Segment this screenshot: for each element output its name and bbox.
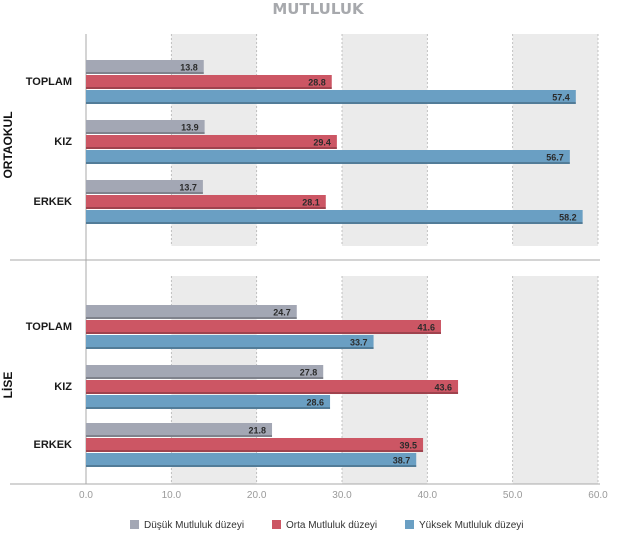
bar-value-label: 21.8 xyxy=(248,426,266,436)
x-tick-label: 50.0 xyxy=(503,490,523,501)
bar-value-label: 13.8 xyxy=(180,63,198,73)
bar-shadow xyxy=(86,72,204,74)
x-tick-label: 10.0 xyxy=(162,490,182,501)
bar-value-label: 57.4 xyxy=(552,93,570,103)
group-label: LİSE xyxy=(0,372,15,399)
bar-shadow xyxy=(86,317,297,319)
bar-shadow xyxy=(86,435,273,437)
x-tick-label: 60.0 xyxy=(588,490,608,501)
x-tick-label: 0.0 xyxy=(79,490,93,501)
bar-shadow xyxy=(86,392,459,394)
bar-value-label: 39.5 xyxy=(400,441,418,451)
bar-value-label: 38.7 xyxy=(393,456,411,466)
bar-shadow xyxy=(86,450,424,452)
bar-value-label: 28.8 xyxy=(308,78,326,88)
bar-shadow xyxy=(86,87,332,89)
x-tick-label: 30.0 xyxy=(332,490,352,501)
bar xyxy=(86,365,324,379)
legend-label: Yüksek Mutluluk düzeyi xyxy=(419,520,524,531)
bar xyxy=(86,135,337,149)
bar-value-label: 13.7 xyxy=(179,183,197,193)
category-label: TOPLAM xyxy=(26,321,72,333)
category-label: ERKEK xyxy=(33,439,72,451)
bar-shadow xyxy=(86,192,203,194)
bar-shadow xyxy=(86,132,205,134)
bar xyxy=(86,180,203,194)
bar-shadow xyxy=(86,102,576,104)
bar-value-label: 28.6 xyxy=(307,398,325,408)
bar xyxy=(86,75,332,89)
bar xyxy=(86,453,417,467)
bar-value-label: 58.2 xyxy=(559,213,577,223)
bar-shadow xyxy=(86,222,583,224)
bar-value-label: 56.7 xyxy=(546,153,564,163)
x-tick-label: 20.0 xyxy=(247,490,267,501)
bar xyxy=(86,195,326,209)
bar-shadow xyxy=(86,407,331,409)
legend-swatch xyxy=(272,520,281,529)
bar-shadow xyxy=(86,162,570,164)
bar-shadow xyxy=(86,347,374,349)
bar xyxy=(86,60,204,74)
bar-shadow xyxy=(86,332,441,334)
legend-label: Orta Mutluluk düzeyi xyxy=(286,520,377,531)
bar-value-label: 28.1 xyxy=(302,198,320,208)
legend-label: Düşük Mutluluk düzeyi xyxy=(144,520,244,531)
bar xyxy=(86,210,583,224)
bar xyxy=(86,150,570,164)
bar xyxy=(86,438,424,452)
bar-shadow xyxy=(86,147,337,149)
category-label: ERKEK xyxy=(33,196,72,208)
group-label: ORTAOKUL xyxy=(1,111,15,178)
category-label: KIZ xyxy=(54,136,72,148)
bar xyxy=(86,423,273,437)
bar xyxy=(86,395,331,409)
grid-band-2-5 xyxy=(512,276,598,484)
bar-value-label: 33.7 xyxy=(350,338,368,348)
category-label: TOPLAM xyxy=(26,76,72,88)
bar-value-label: 41.6 xyxy=(417,323,435,333)
bar-shadow xyxy=(86,377,324,379)
bar-shadow xyxy=(86,207,326,209)
bar-value-label: 43.6 xyxy=(435,383,453,393)
bar xyxy=(86,90,576,104)
bar-value-label: 27.8 xyxy=(300,368,318,378)
category-label: KIZ xyxy=(54,381,72,393)
bar-value-label: 29.4 xyxy=(313,138,331,148)
bar xyxy=(86,380,459,394)
chart-title: MUTLULUK xyxy=(272,0,365,18)
bar xyxy=(86,120,205,134)
bar-value-label: 13.9 xyxy=(181,123,199,133)
bar-shadow xyxy=(86,465,417,467)
bar-value-label: 24.7 xyxy=(273,308,291,318)
legend-swatch xyxy=(130,520,139,529)
bar xyxy=(86,305,297,319)
bar xyxy=(86,335,374,349)
legend-swatch xyxy=(405,520,414,529)
x-tick-label: 40.0 xyxy=(418,490,438,501)
bar xyxy=(86,320,441,334)
